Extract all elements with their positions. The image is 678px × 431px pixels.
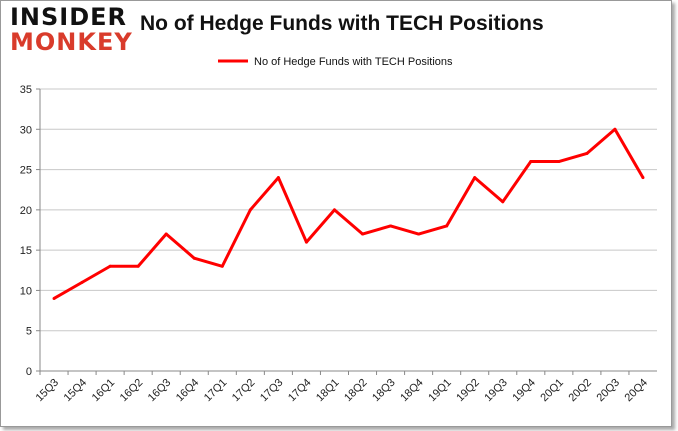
data-point — [276, 176, 280, 180]
data-point — [52, 296, 56, 300]
data-point — [389, 224, 393, 228]
data-point — [164, 232, 168, 236]
x-tick-label: 16Q2 — [118, 377, 146, 405]
x-tick-label: 19Q3 — [482, 377, 510, 405]
legend-label: No of Hedge Funds with TECH Positions — [254, 56, 453, 68]
data-point — [557, 160, 561, 164]
x-tick-label: 18Q3 — [370, 377, 398, 405]
x-tick-label: 15Q3 — [34, 377, 62, 405]
x-tick-label: 17Q1 — [202, 377, 230, 405]
x-tick-label: 19Q2 — [454, 377, 482, 405]
x-tick-label: 18Q4 — [398, 377, 426, 405]
data-point — [501, 200, 505, 204]
y-tick-label: 10 — [20, 285, 32, 297]
x-tick-label: 15Q4 — [62, 377, 90, 405]
data-point — [220, 264, 224, 268]
data-point — [613, 127, 617, 131]
x-tick-label: 16Q1 — [90, 377, 118, 405]
y-tick-label: 35 — [20, 84, 32, 96]
x-tick-label: 18Q1 — [314, 377, 342, 405]
data-point — [248, 208, 252, 212]
y-tick-label: 20 — [20, 205, 32, 217]
x-tick-label: 17Q3 — [258, 377, 286, 405]
logo-monkey: MONKEY — [10, 28, 133, 56]
y-tick-label: 5 — [26, 326, 32, 338]
data-point — [473, 176, 477, 180]
y-tick-label: 25 — [20, 165, 32, 177]
x-tick-label: 17Q2 — [230, 377, 258, 405]
x-tick-label: 19Q1 — [426, 377, 454, 405]
data-point — [304, 240, 308, 244]
data-point — [417, 232, 421, 236]
x-tick-label: 20Q1 — [538, 377, 566, 405]
data-point — [332, 208, 336, 212]
x-tick-label: 19Q4 — [510, 377, 538, 405]
data-point — [585, 151, 589, 155]
chart-title: No of Hedge Funds with TECH Positions — [140, 12, 544, 35]
data-point — [361, 232, 365, 236]
data-point — [192, 256, 196, 260]
data-point — [136, 264, 140, 268]
y-tick-label: 15 — [20, 245, 32, 257]
data-point — [445, 224, 449, 228]
data-point — [529, 160, 533, 164]
x-tick-label: 18Q2 — [342, 377, 370, 405]
x-tick-label: 20Q3 — [595, 377, 623, 405]
logo-insider: INSIDER — [10, 3, 128, 31]
y-tick-label: 0 — [26, 366, 32, 378]
x-tick-label: 16Q3 — [146, 377, 174, 405]
x-tick-label: 16Q4 — [174, 377, 202, 405]
series-line — [53, 127, 645, 300]
data-point — [80, 280, 84, 284]
x-tick-label: 20Q2 — [566, 377, 594, 405]
x-tick-label: 17Q4 — [286, 377, 314, 405]
data-point — [641, 176, 645, 180]
y-tick-label: 30 — [20, 124, 32, 136]
x-tick-label: 20Q4 — [623, 377, 651, 405]
data-point — [108, 264, 112, 268]
